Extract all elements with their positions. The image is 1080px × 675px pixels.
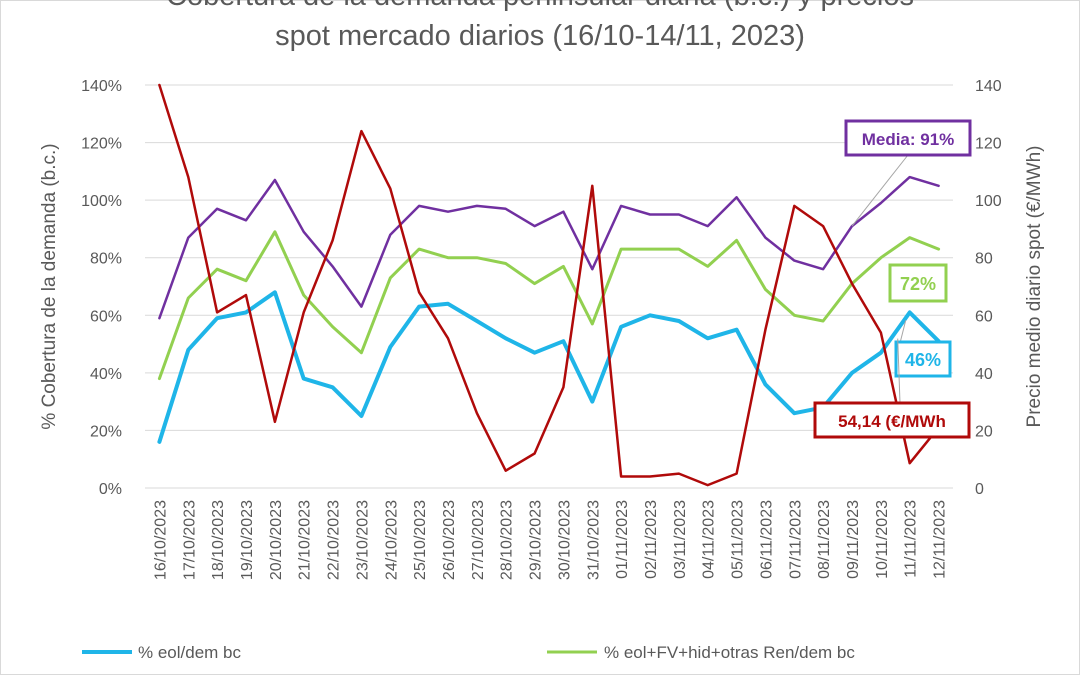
annotation-box: [844, 119, 972, 157]
y2-tick-label: 20: [975, 423, 993, 440]
x-tick-label: 12/11/2023: [932, 500, 949, 579]
annotation-box: [888, 263, 948, 303]
legend-label: % eol/dem bc: [138, 643, 241, 662]
y2-tick-label: 0: [975, 481, 984, 498]
annotation-label: Media: 91%: [862, 130, 955, 149]
y2-tick-label: 100: [975, 193, 1002, 210]
legend-label: % eol+FV+hid+otras Ren/dem bc: [604, 643, 855, 662]
x-tick-label: 04/11/2023: [701, 500, 718, 579]
x-tick-label: 21/10/2023: [297, 500, 314, 580]
annotation-leader-line: [897, 338, 901, 404]
y-tick-label: 0%: [99, 481, 122, 498]
annotation-label: 46%: [905, 350, 941, 370]
y-tick-label: 40%: [90, 366, 122, 383]
y-axis-label: % Cobertura de la demanda (b.c.): [39, 143, 60, 429]
annotation-leader-line: [851, 154, 909, 227]
chart-title-line-2: spot mercado diarios (16/10-14/11, 2023): [275, 20, 805, 52]
y-tick-label: 120%: [81, 136, 122, 153]
x-tick-label: 11/11/2023: [903, 500, 920, 578]
x-tick-label: 22/10/2023: [326, 500, 343, 580]
series-line-1: [157, 230, 941, 381]
x-tick-label: 01/11/2023: [614, 500, 631, 579]
x-tick-label: 10/11/2023: [874, 500, 891, 579]
y2-tick-label: 120: [975, 136, 1002, 153]
x-tick-label: 24/10/2023: [383, 500, 400, 580]
series-line-2: [158, 175, 940, 320]
x-tick-label: 25/10/2023: [412, 500, 429, 580]
x-tick-label: 19/10/2023: [239, 500, 256, 580]
x-tick-label: 16/10/2023: [152, 500, 169, 580]
x-tick-label: 26/10/2023: [441, 500, 458, 580]
x-tick-label: 29/10/2023: [528, 500, 545, 580]
y2-tick-label: 40: [975, 366, 993, 383]
y2-tick-label: 80: [975, 251, 993, 268]
x-tick-label: 06/11/2023: [758, 500, 775, 579]
x-tick-label: 02/11/2023: [643, 500, 660, 579]
x-tick-label: 09/11/2023: [845, 500, 862, 579]
y2-axis-label: Precio medio diario spot (€/MWh): [1024, 146, 1045, 428]
x-tick-label: 28/10/2023: [499, 500, 516, 580]
x-tick-label: 23/10/2023: [354, 500, 371, 580]
annotation-label: 54,14 (€/MWh: [838, 412, 946, 431]
y-tick-label: 140%: [81, 78, 122, 95]
series-line-0: [157, 290, 941, 444]
x-tick-label: 05/11/2023: [730, 500, 747, 579]
x-tick-label: 31/10/2023: [585, 500, 602, 580]
y2-tick-label: 140: [975, 78, 1002, 95]
x-tick-label: 18/10/2023: [210, 500, 227, 580]
y-tick-label: 20%: [90, 423, 122, 440]
y2-tick-label: 60: [975, 308, 993, 325]
chart-title-line-1: Cobertura de la demanda peninsular diari…: [0, 0, 1080, 13]
x-tick-label: 08/11/2023: [816, 500, 833, 579]
x-tick-label: 20/10/2023: [268, 500, 285, 580]
series-line-3: [158, 83, 940, 487]
annotation-box: [813, 401, 971, 439]
x-tick-label: 03/11/2023: [672, 500, 689, 579]
x-tick-label: 27/10/2023: [470, 500, 487, 580]
annotation-box: [894, 340, 952, 378]
y-tick-label: 100%: [81, 193, 122, 210]
y-tick-label: 60%: [90, 308, 122, 325]
x-tick-label: 17/10/2023: [181, 500, 198, 580]
annotation-label: 72%: [900, 274, 936, 294]
x-tick-label: 07/11/2023: [787, 500, 804, 579]
y-tick-label: 80%: [90, 251, 122, 268]
x-tick-label: 30/10/2023: [556, 500, 573, 580]
